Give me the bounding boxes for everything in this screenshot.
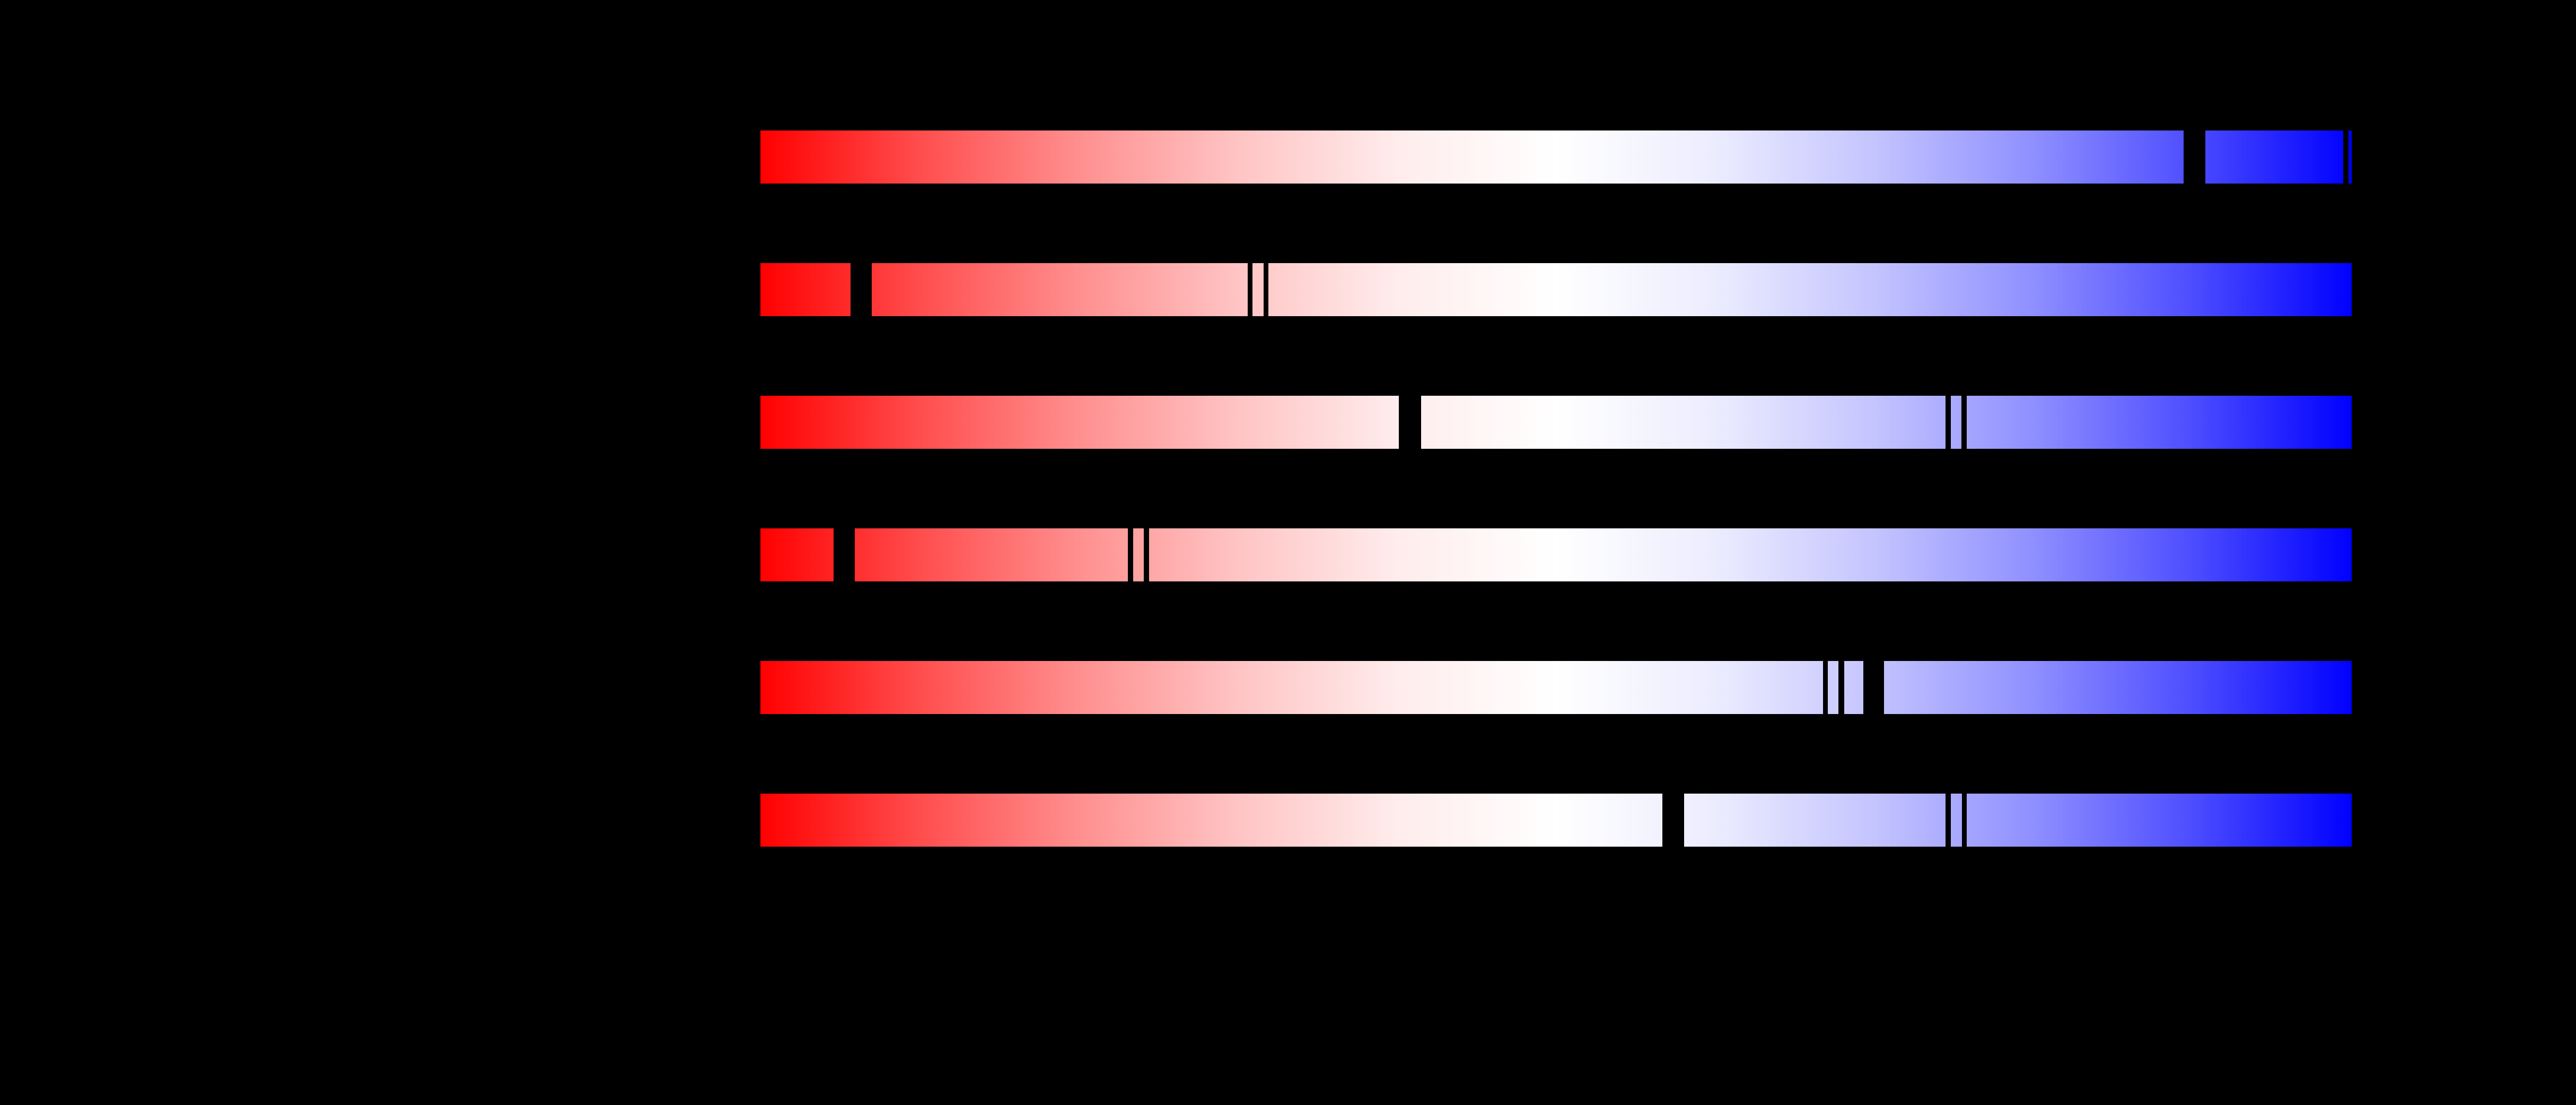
bar-segment xyxy=(1951,794,1962,847)
bar-segment xyxy=(1421,396,1946,449)
bar-segment xyxy=(1828,661,1838,714)
gradient-bar-row-2 xyxy=(760,263,2352,316)
bar-segment xyxy=(760,661,1823,714)
gradient-bar-row-6 xyxy=(760,794,2352,847)
bar-segment xyxy=(1252,263,1264,316)
gradient-bar-row-3 xyxy=(760,396,2352,449)
bar-segment xyxy=(1884,661,2352,714)
bar-segment xyxy=(1844,661,1863,714)
bar-segment xyxy=(760,794,1662,847)
bar-segment xyxy=(760,528,834,581)
bar-segment xyxy=(760,130,2184,184)
gradient-bar-row-5 xyxy=(760,661,2352,714)
bar-segment xyxy=(2349,130,2352,184)
gradient-bar-row-4 xyxy=(760,528,2352,581)
bar-segment xyxy=(1967,396,2352,449)
bar-segment xyxy=(1967,794,2352,847)
bar-segment xyxy=(760,263,851,316)
bar-segment xyxy=(855,528,1128,581)
bar-segment xyxy=(760,396,1399,449)
bar-segment xyxy=(872,263,1248,316)
bar-segment xyxy=(2205,130,2343,184)
bar-segment xyxy=(1951,396,1961,449)
bar-segment xyxy=(1133,528,1144,581)
bar-segment xyxy=(1684,794,1946,847)
bar-segment xyxy=(1268,263,2352,316)
gradient-bar-row-1 xyxy=(760,130,2352,184)
bar-segment xyxy=(1149,528,2352,581)
